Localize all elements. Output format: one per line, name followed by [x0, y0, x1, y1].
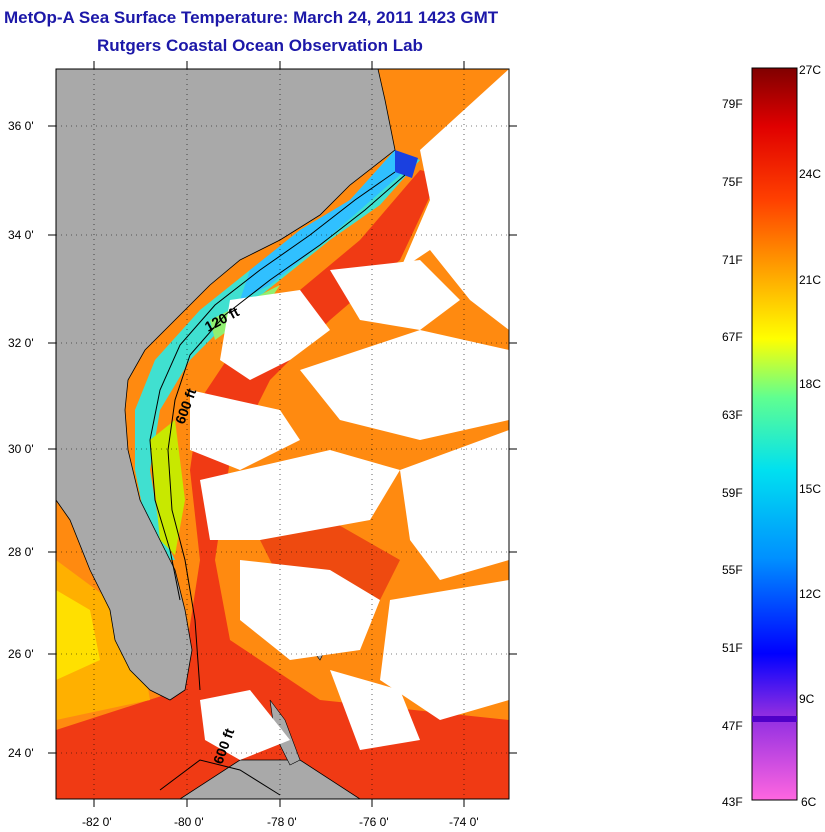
map-title: MetOp-A Sea Surface Temperature: March 2…	[4, 8, 499, 27]
gulf-stream-band	[56, 170, 509, 799]
lat-tick-label: 32 0'	[8, 336, 34, 350]
graticule	[56, 69, 509, 799]
colorbar-f-label: 67F	[722, 330, 743, 344]
colorbar-f-label: 59F	[722, 486, 743, 500]
axis-tick-marks	[48, 61, 517, 807]
colorbar-f-label: 71F	[722, 253, 743, 267]
colorbar-f-label: 79F	[722, 97, 743, 111]
lat-tick-label: 26 0'	[8, 647, 34, 661]
colorbar-c-label: 12C	[799, 587, 821, 601]
colorbar-c-label: 9C	[799, 692, 815, 706]
map-panel: 120 ft 600 ft 600 ft	[56, 69, 509, 799]
lat-tick-label: 36 0'	[8, 119, 34, 133]
colorbar-f-label: 75F	[722, 175, 743, 189]
map-frame	[55, 68, 510, 800]
lon-tick-label: -74 0'	[449, 815, 479, 829]
lat-tick-label: 24 0'	[8, 746, 34, 760]
cloud-cover	[190, 69, 509, 760]
colorbar-c-label: 24C	[799, 167, 821, 181]
map-subtitle: Rutgers Coastal Ocean Observation Lab	[97, 36, 423, 55]
colorbar	[751, 67, 798, 801]
contour-600ft	[167, 174, 406, 691]
colorbar-f-label: 51F	[722, 641, 743, 655]
lon-tick-label: -76 0'	[359, 815, 389, 829]
colorbar-f-label: 55F	[722, 563, 743, 577]
lon-tick-label: -82 0'	[82, 815, 112, 829]
colorbar-c-label: 18C	[799, 377, 821, 391]
colorbar-c-label: 15C	[799, 482, 821, 496]
lat-tick-label: 34 0'	[8, 228, 34, 242]
lon-tick-label: -80 0'	[174, 815, 204, 829]
colorbar-f-label: 43F	[722, 795, 743, 809]
colorbar-band	[752, 716, 797, 722]
lat-tick-label: 30 0'	[8, 442, 34, 456]
colorbar-c-label: 6C	[801, 795, 817, 809]
lat-tick-label: 28 0'	[8, 545, 34, 559]
contour-120ft	[149, 171, 396, 601]
colorbar-c-label: 21C	[799, 273, 821, 287]
shelf-water-cold	[135, 150, 420, 560]
land-southeast-us	[56, 69, 396, 701]
colorbar-f-label: 63F	[722, 408, 743, 422]
colorbar-f-label: 47F	[722, 719, 743, 733]
gulf-of-mexico-water	[56, 560, 150, 720]
lon-tick-label: -78 0'	[267, 815, 297, 829]
colorbar-c-label: 27C	[799, 63, 821, 77]
